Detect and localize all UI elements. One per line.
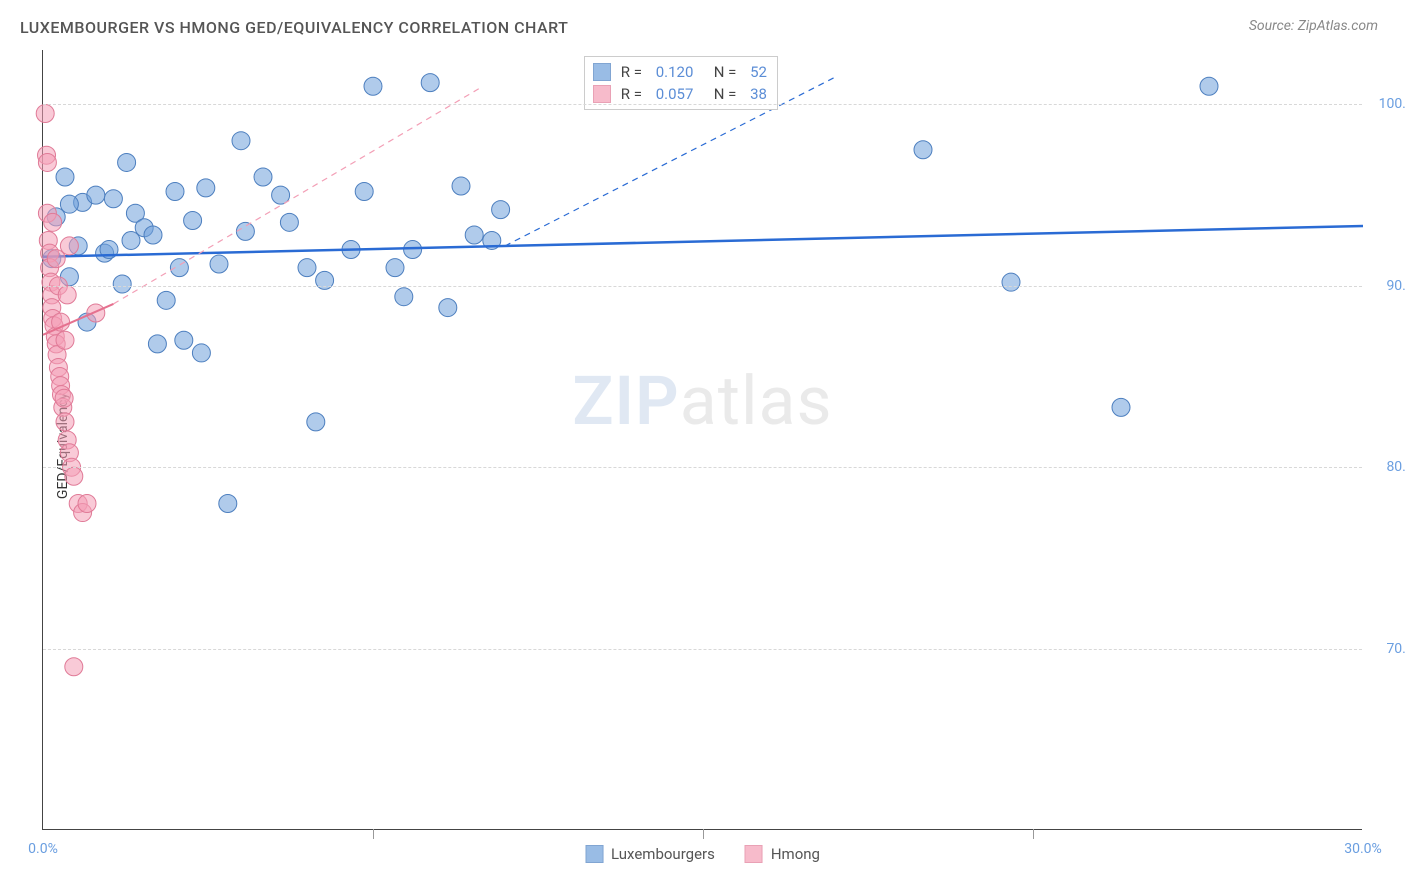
r-value-luxembourgers: 0.120 — [656, 63, 704, 81]
data-point — [386, 259, 404, 277]
data-point — [355, 182, 373, 200]
data-point — [44, 213, 62, 231]
r-value-hmong: 0.057 — [656, 85, 704, 103]
data-point — [184, 212, 202, 230]
data-point — [197, 179, 215, 197]
y-tick-label: 100.0% — [1368, 96, 1406, 112]
data-point — [52, 313, 70, 331]
data-point — [175, 331, 193, 349]
data-point — [78, 494, 96, 512]
swatch-hmong — [593, 85, 611, 103]
chart-title: LUXEMBOURGER VS HMONG GED/EQUIVALENCY CO… — [20, 18, 568, 37]
data-point — [170, 259, 188, 277]
data-point — [219, 494, 237, 512]
data-point — [157, 291, 175, 309]
plot-area: ZIPatlas R = 0.120 N = 52 R = 0.057 N = … — [42, 50, 1362, 830]
data-point — [118, 153, 136, 171]
data-point — [87, 186, 105, 204]
data-point — [144, 226, 162, 244]
x-tick-label: 30.0% — [1344, 841, 1382, 857]
n-value-luxembourgers: 52 — [750, 63, 767, 81]
data-point — [55, 389, 73, 407]
source-label: Source: ZipAtlas.com — [1249, 18, 1378, 34]
stats-row-luxembourgers: R = 0.120 N = 52 — [593, 61, 767, 83]
stats-legend: R = 0.120 N = 52 R = 0.057 N = 38 — [584, 56, 778, 110]
data-point — [492, 201, 510, 219]
legend-item-hmong: Hmong — [745, 845, 820, 863]
data-point — [465, 226, 483, 244]
y-tick-label: 70.0% — [1368, 641, 1406, 657]
n-label: N = — [714, 85, 740, 103]
stats-row-hmong: R = 0.057 N = 38 — [593, 83, 767, 105]
x-tick-label: 0.0% — [28, 841, 58, 857]
swatch-luxembourgers — [593, 63, 611, 81]
data-point — [1200, 77, 1218, 95]
y-tick-label: 90.0% — [1368, 278, 1406, 294]
legend-label-hmong: Hmong — [771, 845, 820, 863]
data-point — [56, 168, 74, 186]
data-point — [166, 182, 184, 200]
legend-swatch-hmong — [745, 845, 763, 863]
data-point — [113, 275, 131, 293]
data-point — [439, 299, 457, 317]
data-point — [38, 153, 56, 171]
data-point — [236, 222, 254, 240]
bottom-legend: Luxembourgers Hmong — [585, 845, 820, 863]
data-point — [56, 331, 74, 349]
data-point — [298, 259, 316, 277]
data-point — [148, 335, 166, 353]
data-point — [36, 104, 54, 122]
n-value-hmong: 38 — [750, 85, 767, 103]
data-point — [104, 190, 122, 208]
data-point — [307, 413, 325, 431]
n-label: N = — [714, 63, 740, 81]
data-point — [65, 658, 83, 676]
data-point — [1112, 398, 1130, 416]
data-point — [280, 213, 298, 231]
r-label: R = — [621, 63, 646, 81]
data-point — [452, 177, 470, 195]
data-point — [65, 467, 83, 485]
y-tick-label: 80.0% — [1368, 459, 1406, 475]
data-point — [60, 195, 78, 213]
legend-label-luxembourgers: Luxembourgers — [611, 845, 715, 863]
data-point — [364, 77, 382, 95]
data-point — [210, 255, 228, 273]
data-point — [58, 286, 76, 304]
legend-swatch-luxembourgers — [585, 845, 603, 863]
data-point — [87, 304, 105, 322]
r-label: R = — [621, 85, 646, 103]
data-point — [1002, 273, 1020, 291]
legend-item-luxembourgers: Luxembourgers — [585, 845, 715, 863]
scatter-svg — [43, 50, 1362, 829]
data-point — [254, 168, 272, 186]
data-point — [60, 237, 78, 255]
data-point — [192, 344, 210, 362]
data-point — [56, 413, 74, 431]
data-point — [914, 141, 932, 159]
data-point — [232, 132, 250, 150]
data-point — [395, 288, 413, 306]
data-point — [421, 74, 439, 92]
